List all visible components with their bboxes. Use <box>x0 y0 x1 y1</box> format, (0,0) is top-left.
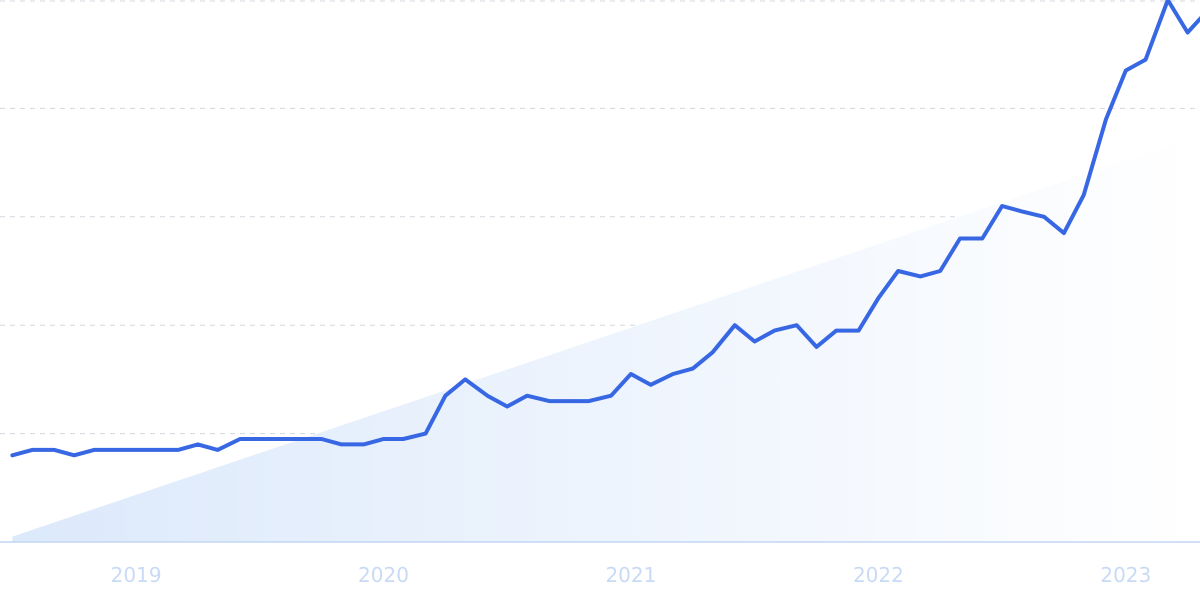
data-point <box>567 399 571 403</box>
x-tick-label: 2020 <box>358 563 409 587</box>
data-point <box>505 404 509 409</box>
data-point <box>609 394 613 398</box>
data-point <box>1042 215 1046 219</box>
data-point <box>1082 193 1086 197</box>
data-point <box>795 323 799 327</box>
data-point <box>814 345 819 349</box>
data-point <box>320 437 324 441</box>
data-point <box>339 442 343 446</box>
data-point <box>857 329 861 333</box>
trend-area <box>12 135 1200 542</box>
data-point <box>1124 68 1128 73</box>
data-point <box>10 453 14 457</box>
data-point <box>1104 117 1108 121</box>
data-point <box>772 329 777 333</box>
data-point <box>629 372 633 376</box>
data-point <box>938 269 942 273</box>
data-point <box>525 394 529 398</box>
data-point <box>547 399 551 403</box>
data-point <box>238 437 242 441</box>
data-point <box>381 437 386 441</box>
data-point <box>671 372 675 376</box>
x-tick-label: 2023 <box>1100 563 1151 587</box>
data-point <box>834 329 838 333</box>
data-point <box>649 383 653 387</box>
data-point <box>30 448 34 452</box>
data-point <box>114 448 118 452</box>
data-point <box>958 236 962 241</box>
data-points <box>10 0 1190 457</box>
data-point <box>196 442 200 446</box>
data-point <box>733 323 737 327</box>
data-point <box>424 432 428 436</box>
data-point <box>1144 58 1148 62</box>
data-point <box>300 437 304 441</box>
data-point <box>1000 204 1004 208</box>
data-point <box>278 437 282 441</box>
data-point <box>72 453 76 457</box>
data-point <box>134 448 138 452</box>
series-line <box>10 0 1200 458</box>
x-axis-tick-labels: 2019 2020 2021 2022 2023 <box>111 563 1152 587</box>
x-tick-label: 2019 <box>111 563 162 587</box>
data-point <box>691 367 695 371</box>
data-point <box>154 448 158 452</box>
data-point <box>401 437 405 441</box>
data-point <box>980 236 984 241</box>
data-point <box>176 448 180 452</box>
data-point <box>52 448 57 452</box>
data-point <box>1020 209 1024 213</box>
data-point <box>876 296 881 300</box>
data-point <box>1062 231 1066 235</box>
data-point <box>753 339 757 344</box>
data-point <box>1166 0 1170 2</box>
data-point <box>485 394 489 398</box>
data-point <box>443 394 447 398</box>
data-point <box>587 399 591 403</box>
data-point <box>1186 30 1190 35</box>
x-tick-label: 2022 <box>853 563 904 587</box>
data-point <box>711 350 715 354</box>
data-point <box>463 377 467 381</box>
data-point <box>918 274 923 278</box>
data-point <box>362 442 366 446</box>
data-point <box>896 269 900 273</box>
x-tick-label: 2021 <box>605 563 656 587</box>
data-point <box>258 437 262 441</box>
data-point <box>216 448 220 452</box>
data-point <box>92 448 96 452</box>
